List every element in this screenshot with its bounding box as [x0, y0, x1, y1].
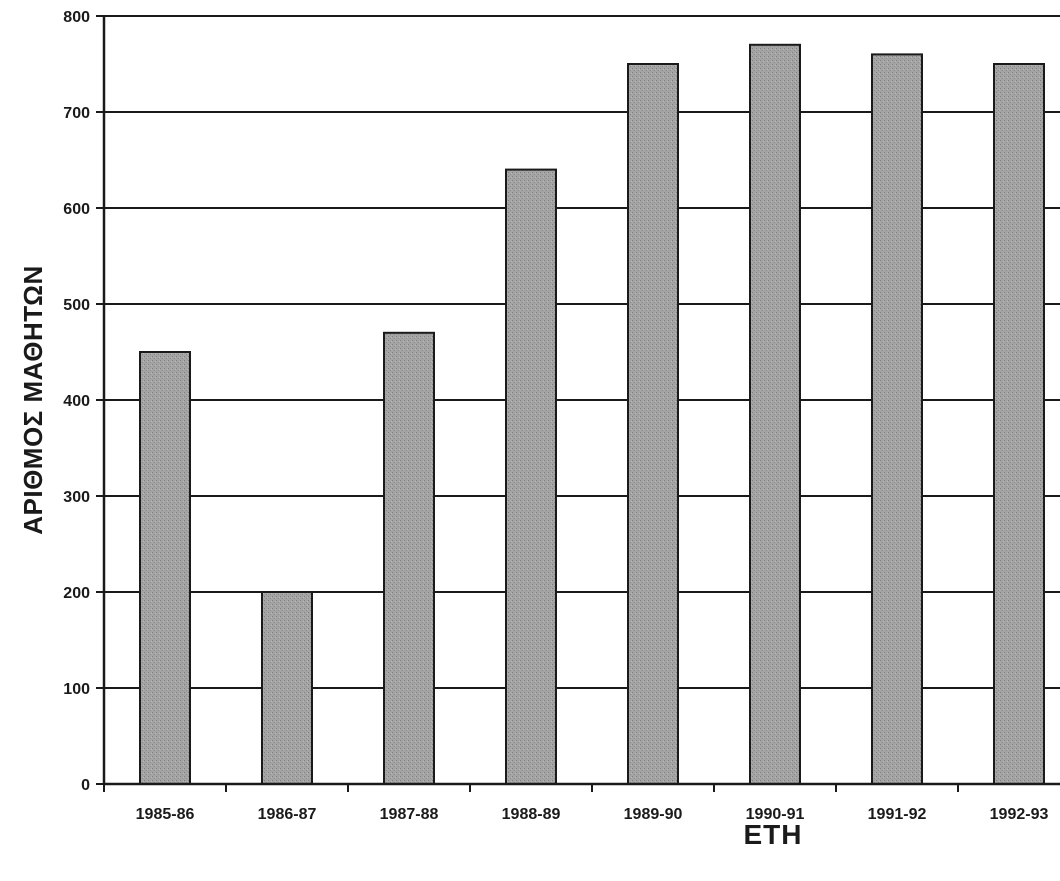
x-tick-label: 1989-90 — [624, 806, 683, 823]
bar — [627, 63, 679, 785]
y-axis-title: ΑΡΙΘΜΟΣ ΜΑΘΗΤΩΝ — [18, 265, 48, 535]
x-tick-label: 1990-91 — [746, 806, 805, 823]
x-tick-label: 1991-92 — [868, 806, 927, 823]
x-tick-label: 1985-86 — [136, 806, 195, 823]
x-axis-title: ΕΤΗ — [744, 819, 803, 850]
axes — [96, 15, 1060, 792]
x-tick-label: 1988-89 — [502, 806, 561, 823]
y-tick-label: 100 — [63, 681, 90, 698]
y-tick-label: 300 — [63, 489, 90, 506]
bars — [139, 43, 1045, 786]
bar — [261, 591, 313, 785]
y-tick-label: 500 — [63, 297, 90, 314]
y-tick-label: 700 — [63, 105, 90, 122]
bar — [749, 43, 801, 786]
bar — [139, 351, 191, 785]
tick-labels: 0 100 200 300 400 500 600 700 800 1985-86 1986-87 1… — [63, 9, 1048, 823]
x-tick-label: 1987-88 — [380, 806, 439, 823]
bar — [993, 63, 1045, 785]
y-tick-label: 0 — [81, 777, 90, 794]
y-tick-label: 800 — [63, 9, 90, 26]
x-tick-label: 1992-93 — [990, 806, 1049, 823]
x-tick-label: 1986-87 — [258, 806, 317, 823]
y-tick-label: 600 — [63, 201, 90, 218]
y-tick-label: 400 — [63, 393, 90, 410]
bar — [871, 53, 923, 785]
bar — [505, 168, 557, 786]
y-tick-label: 200 — [63, 585, 90, 602]
bar — [383, 331, 435, 785]
